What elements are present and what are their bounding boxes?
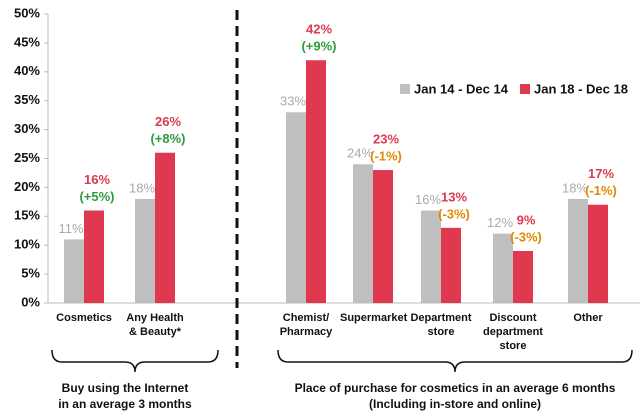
bracket xyxy=(51,349,219,373)
change-label: (-1%) xyxy=(370,148,402,163)
bar xyxy=(373,170,393,303)
value-label: 33% xyxy=(280,94,306,109)
x-tick-label: Other xyxy=(573,312,603,324)
change-label: (-1%) xyxy=(585,183,617,198)
bar xyxy=(493,233,513,303)
bar xyxy=(155,152,175,303)
change-label: (+8%) xyxy=(150,131,185,146)
y-tick-label: 35% xyxy=(14,92,40,107)
group-label: in an average 3 months xyxy=(58,397,192,411)
y-tick-label: 30% xyxy=(14,121,40,136)
legend-label: Jan 18 - Dec 18 xyxy=(534,81,628,96)
bar xyxy=(421,210,441,303)
bar xyxy=(286,112,306,303)
value-label: 12% xyxy=(487,215,513,230)
legend-label: Jan 14 - Dec 14 xyxy=(414,81,509,96)
y-tick-label: 10% xyxy=(14,237,40,252)
value-label: 18% xyxy=(562,180,588,195)
value-label: 16% xyxy=(84,172,110,187)
x-tick-label: Chemist/ Pharmacy xyxy=(279,312,333,338)
value-label: 16% xyxy=(415,192,441,207)
x-tick-label: Discount department store xyxy=(483,312,543,352)
change-label: (+5%) xyxy=(79,189,114,204)
bar xyxy=(135,198,155,303)
y-tick-label: 45% xyxy=(14,34,40,49)
y-tick-label: 25% xyxy=(14,150,40,165)
value-label: 9% xyxy=(517,212,536,227)
legend-swatch xyxy=(520,84,530,94)
bar xyxy=(513,250,533,303)
group-label: Place of purchase for cosmetics in an av… xyxy=(294,381,616,395)
x-tick-label: Any Health & Beauty* xyxy=(126,312,184,338)
bar xyxy=(353,164,373,303)
value-label: 26% xyxy=(155,114,181,129)
bar xyxy=(588,204,608,303)
value-label: 13% xyxy=(441,189,467,204)
group-label: Buy using the Internet xyxy=(61,381,189,395)
y-tick-label: 5% xyxy=(21,266,40,281)
y-tick-label: 50% xyxy=(14,5,40,20)
y-tick-label: 40% xyxy=(14,63,40,78)
value-label: 42% xyxy=(306,22,332,37)
bar xyxy=(84,210,104,303)
value-label: 23% xyxy=(373,131,399,146)
y-tick-label: 15% xyxy=(14,208,40,223)
bar xyxy=(306,60,326,303)
group-label: (Including in-store and online) xyxy=(369,397,541,411)
y-tick-label: 20% xyxy=(14,179,40,194)
value-label: 11% xyxy=(58,221,83,236)
x-tick-label: Cosmetics xyxy=(56,312,112,324)
change-label: (+9%) xyxy=(301,39,336,54)
change-label: (-3%) xyxy=(510,229,542,244)
legend-swatch xyxy=(400,84,410,94)
value-label: 24% xyxy=(347,146,373,161)
value-label: 17% xyxy=(588,166,614,181)
bar xyxy=(568,198,588,303)
bar xyxy=(64,239,84,303)
bar xyxy=(441,227,461,303)
x-tick-label: Supermarket xyxy=(340,312,408,324)
x-tick-label: Department store xyxy=(410,312,472,338)
bracket xyxy=(277,349,633,373)
value-label: 18% xyxy=(129,180,155,195)
change-label: (-3%) xyxy=(438,206,470,221)
y-tick-label: 0% xyxy=(21,294,40,309)
